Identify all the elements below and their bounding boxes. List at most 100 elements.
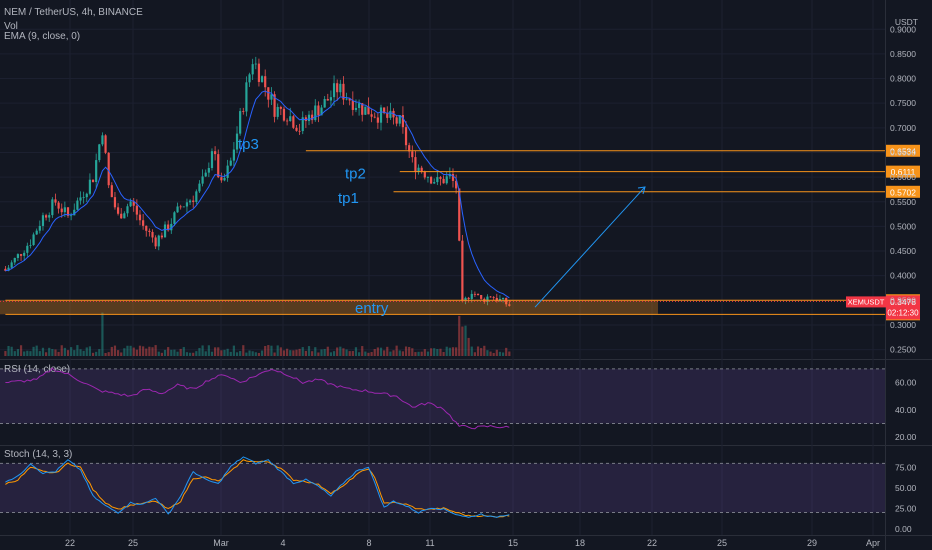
volume-bar — [19, 345, 23, 356]
candle — [251, 64, 254, 75]
volume-bar — [217, 347, 220, 356]
candle — [201, 176, 204, 184]
candle — [320, 107, 323, 116]
candle — [398, 115, 401, 124]
candle — [298, 130, 301, 132]
volume-bar — [436, 348, 439, 356]
price-level-label: 0.6534 — [890, 146, 916, 156]
time-tick: 18 — [575, 538, 585, 548]
candle — [311, 114, 314, 121]
volume-bar — [445, 346, 448, 356]
candle — [461, 240, 464, 302]
volume-bar — [41, 347, 45, 356]
volume-bar — [195, 351, 198, 356]
annotation-tp3[interactable]: tp3 — [238, 136, 259, 153]
candle — [282, 108, 286, 121]
volume-bar — [483, 345, 486, 356]
price-level-label: 0.6111 — [891, 167, 916, 177]
candle — [420, 167, 423, 172]
candle — [176, 206, 179, 213]
annotation-tp2[interactable]: tp2 — [345, 166, 366, 183]
volume-bar — [229, 351, 232, 356]
candle — [163, 224, 167, 238]
candle — [154, 237, 157, 247]
stoch-tick: 50.00 — [895, 483, 917, 493]
volume-bar — [282, 350, 286, 356]
candle — [226, 165, 229, 178]
candle — [448, 173, 451, 177]
candle — [188, 200, 192, 203]
candle — [210, 151, 214, 169]
ema-legend: EMA (9, close, 0) — [4, 31, 81, 42]
symbol-label: XEMUSDT — [848, 297, 885, 306]
volume-bar — [270, 345, 273, 356]
candle — [10, 262, 13, 268]
volume-bar — [154, 345, 157, 356]
volume-bar — [23, 351, 26, 356]
volume-bar — [304, 350, 307, 356]
candle — [361, 103, 364, 115]
volume-bar — [107, 352, 110, 356]
volume-bar — [101, 312, 104, 356]
candle — [348, 98, 351, 101]
volume-bar — [251, 351, 254, 356]
volume-bar — [26, 350, 29, 356]
volume-bar — [408, 346, 411, 356]
volume-bar — [276, 345, 279, 356]
candle — [198, 183, 201, 192]
volume-bar — [120, 352, 123, 356]
volume-bar — [129, 345, 132, 356]
candle — [239, 111, 242, 134]
candle — [142, 220, 145, 226]
time-tick: 22 — [647, 538, 657, 548]
indicator-title: RSI (14, close) — [4, 364, 70, 375]
candle — [76, 200, 79, 210]
candle — [367, 106, 370, 115]
candle — [132, 201, 135, 206]
price-tick: 0.8500 — [890, 49, 916, 59]
candle — [439, 177, 442, 179]
candle — [357, 103, 361, 108]
volume-bar — [113, 345, 117, 356]
volume-bar — [66, 350, 70, 356]
volume-bar — [461, 326, 464, 356]
volume-bar — [85, 347, 88, 356]
candle — [480, 294, 483, 299]
candle — [126, 206, 129, 214]
volume-bar — [48, 347, 51, 356]
volume-bar — [392, 350, 395, 356]
candle — [26, 245, 29, 253]
price-level-badge — [886, 185, 920, 198]
candle — [19, 254, 23, 256]
annotation-tp1[interactable]: tp1 — [338, 190, 359, 207]
projection-arrow[interactable] — [534, 186, 646, 308]
volume-bar — [226, 348, 229, 356]
candle — [66, 207, 70, 216]
candle — [323, 99, 326, 108]
candle — [339, 83, 342, 93]
volume-bar — [142, 346, 145, 356]
candle — [151, 231, 154, 238]
volume-bar — [498, 351, 502, 356]
price-tick: 0.6500 — [890, 147, 916, 157]
annotation-entry[interactable]: entry — [355, 300, 389, 317]
candle — [101, 135, 104, 145]
candle — [214, 151, 217, 155]
volume-bar — [414, 352, 417, 356]
volume-bar — [257, 352, 261, 356]
volume-bar — [426, 351, 430, 356]
candle — [242, 111, 245, 112]
volume-bar — [138, 345, 142, 356]
price-tick: 0.4000 — [890, 271, 916, 281]
candle — [123, 213, 126, 219]
rsi-tick: 40.00 — [895, 405, 917, 415]
volume-bar — [91, 352, 95, 356]
time-tick: 4 — [280, 538, 285, 548]
candle — [60, 208, 63, 213]
time-tick: 25 — [717, 538, 727, 548]
volume-bar — [298, 348, 301, 356]
candle — [383, 107, 386, 114]
volume-bar — [16, 349, 20, 356]
